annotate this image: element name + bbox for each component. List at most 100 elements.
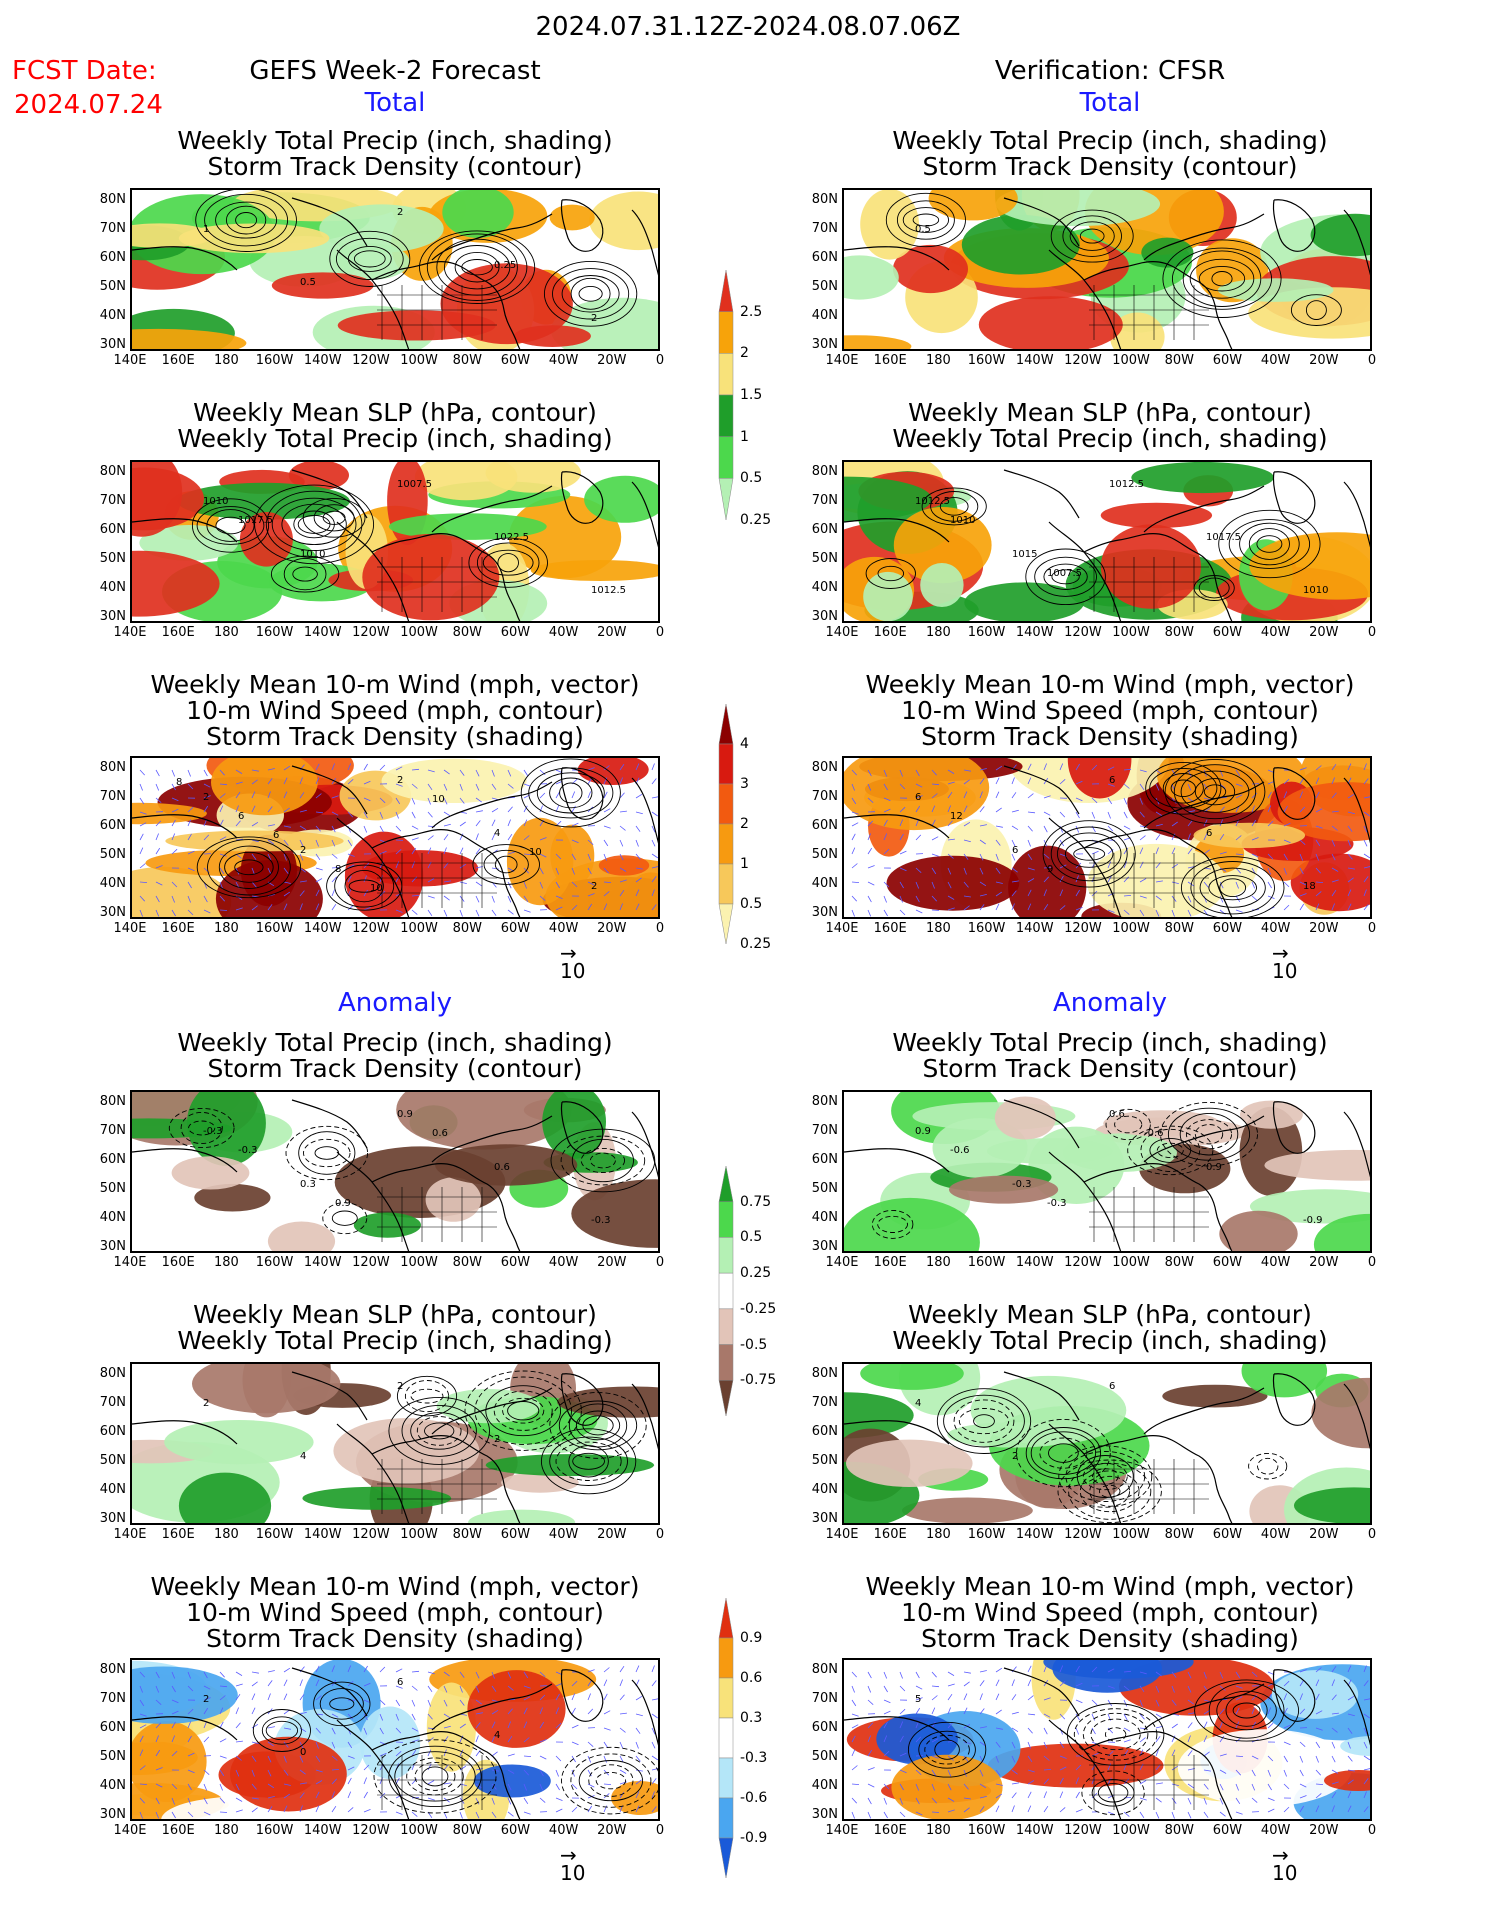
contour-value-label: 1012.5	[591, 585, 626, 596]
wind-vector	[1107, 1763, 1112, 1771]
wind-vector	[1123, 1685, 1130, 1691]
shading-blob	[132, 802, 207, 825]
wind-vector	[1315, 765, 1322, 771]
wind-vector	[443, 1713, 451, 1719]
wind-vector	[539, 895, 546, 901]
wind-vector	[491, 807, 499, 813]
shading-blob	[1340, 1736, 1370, 1757]
coastline	[631, 209, 658, 276]
coastline	[1343, 209, 1370, 276]
wind-vector	[603, 1679, 608, 1687]
wind-vector	[491, 867, 499, 870]
wind-vector	[995, 1755, 999, 1763]
wind-vector	[299, 839, 304, 847]
wind-vector	[1315, 1710, 1323, 1715]
wind-vector	[1219, 1797, 1224, 1805]
wind-vector	[1251, 1755, 1259, 1760]
shading-blob	[192, 1364, 341, 1414]
wind-vector	[411, 895, 420, 897]
wind-vector	[219, 1738, 227, 1743]
lon-tick-label: 40W	[548, 353, 579, 368]
lon-tick-label: 40W	[1260, 1255, 1291, 1270]
wind-vector	[1283, 904, 1290, 911]
wind-vector	[1155, 1749, 1159, 1757]
contour-line	[424, 1422, 455, 1440]
shading-blob	[970, 1375, 1127, 1445]
wind-vector	[1363, 1791, 1367, 1799]
contour-line	[540, 1428, 637, 1495]
panel-title-line: 10-m Wind Speed (mph, contour)	[901, 1598, 1319, 1627]
wind-vector	[619, 853, 624, 861]
colorbar-label: 0.3	[740, 1710, 763, 1726]
wind-vector	[315, 1679, 320, 1687]
contour-value-label: 2	[397, 775, 403, 786]
contour-line	[1145, 761, 1222, 815]
wind-vector	[443, 783, 448, 791]
vector-reference: → 10	[560, 1843, 585, 1885]
contour-value-label: 4	[494, 1730, 500, 1741]
contour-line	[218, 845, 279, 889]
wind-vector	[491, 1709, 499, 1715]
lon-tick-label: 120W	[1064, 1527, 1102, 1542]
wind-vector	[1139, 1797, 1147, 1801]
wind-vector	[947, 1769, 952, 1777]
wind-vector	[219, 1755, 227, 1759]
wind-vector	[587, 903, 593, 911]
wind-vector	[571, 853, 576, 861]
contour-value-label: 0.25	[494, 260, 516, 271]
panel-title: Weekly Mean SLP (hPa, contour) Weekly Tot…	[892, 1302, 1327, 1354]
wind-vector	[331, 876, 337, 883]
wind-vector	[155, 783, 160, 791]
wind-vector	[539, 867, 544, 875]
shading-blob	[1008, 845, 1087, 917]
wind-vector	[507, 851, 515, 855]
wind-vector	[523, 1783, 527, 1791]
wind-vector	[331, 853, 338, 859]
wind-vector	[1043, 1755, 1050, 1761]
wind-vector	[1059, 1741, 1065, 1749]
wind-vector	[299, 1711, 307, 1715]
wind-vector	[571, 1806, 578, 1813]
contour-line	[1248, 528, 1290, 560]
contour-line	[215, 201, 278, 239]
wind-vector	[267, 839, 274, 845]
lat-tick-label: 30N	[99, 905, 126, 920]
wind-vector	[1363, 1698, 1370, 1701]
colorbar-label: 2	[740, 345, 749, 362]
wind-vector	[947, 1783, 952, 1791]
wind-vector	[851, 881, 860, 883]
wind-vector	[411, 1727, 419, 1732]
contour-line	[196, 506, 265, 545]
contour-line	[549, 1436, 628, 1486]
contour-line	[314, 1146, 340, 1160]
wind-vector	[851, 1735, 856, 1743]
lon-tick-label: 160E	[873, 1255, 907, 1270]
wind-vector	[1219, 833, 1225, 841]
contour-line	[416, 1416, 462, 1446]
wind-vector	[1075, 811, 1080, 819]
wind-vector	[1299, 1795, 1307, 1799]
wind-vector	[139, 1724, 147, 1729]
wind-vector	[1011, 1769, 1018, 1775]
coastline	[371, 1731, 521, 1819]
wind-vector	[635, 793, 643, 799]
contour-line	[1090, 1718, 1141, 1751]
wind-vector	[995, 765, 1003, 771]
wind-vector	[475, 820, 481, 827]
colorbar-swatch	[718, 1597, 734, 1639]
contour-line	[302, 497, 366, 538]
wind-vector	[931, 1783, 935, 1791]
wind-vector	[603, 1805, 608, 1813]
wind-vector	[931, 1707, 936, 1715]
contour-line	[1193, 575, 1235, 601]
wind-vector	[963, 1755, 969, 1762]
contour-line	[1073, 847, 1106, 861]
contour-value-label: -0.6	[950, 1145, 970, 1156]
contour-value-label: 1022.5	[494, 532, 529, 543]
lon-tick-label: 160W	[967, 353, 1006, 368]
wind-vector	[363, 811, 368, 819]
wind-vector	[651, 1806, 657, 1813]
wind-vector	[1363, 1755, 1370, 1761]
contour-line	[1179, 1112, 1239, 1156]
